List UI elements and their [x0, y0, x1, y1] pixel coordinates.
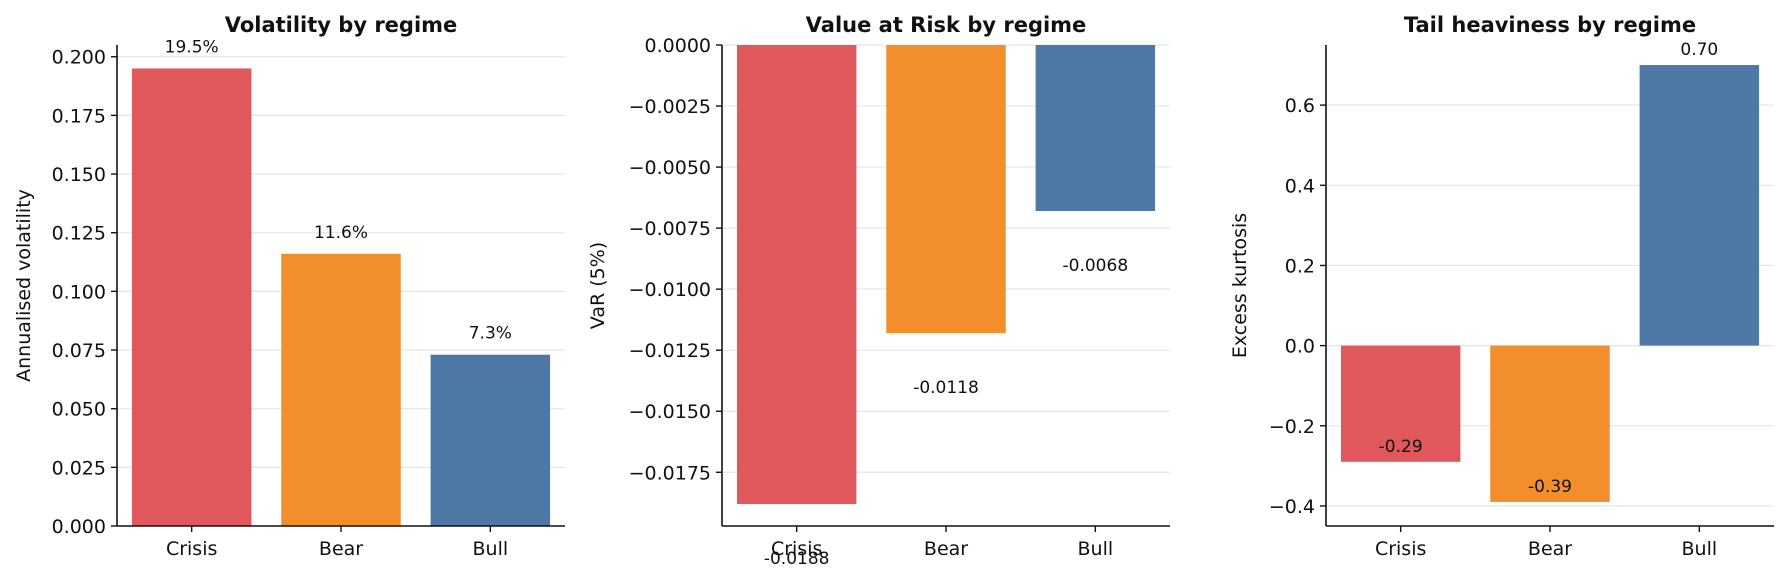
y-tick-label: 0.000 — [52, 516, 106, 538]
y-tick-label: −0.0125 — [629, 340, 711, 362]
bar-crisis — [1340, 345, 1461, 462]
y-tick-label: 0.150 — [52, 164, 106, 186]
bar-crisis — [131, 68, 252, 527]
y-tick-label: 0.4 — [1285, 175, 1315, 197]
bar-bull — [430, 354, 551, 526]
chart-title: Volatility by regime — [225, 13, 458, 37]
y-tick-label: 0.075 — [52, 340, 106, 362]
bar-crisis — [736, 45, 857, 505]
x-tick-label: Bear — [1528, 538, 1572, 560]
data-label: 0.70 — [1680, 40, 1718, 60]
x-tick-label: Crisis — [166, 538, 217, 560]
y-tick-label: 0.050 — [52, 399, 106, 421]
data-label: 11.6% — [314, 223, 368, 243]
y-tick-label: 0.125 — [52, 223, 106, 245]
y-axis-label: Annualised volatility — [13, 189, 35, 382]
data-label: -0.29 — [1379, 437, 1423, 457]
y-axis-label: Excess kurtosis — [1229, 213, 1251, 358]
x-tick-label: Crisis — [1375, 538, 1426, 560]
y-tick-label: −0.0075 — [629, 218, 711, 240]
bar-bear — [886, 45, 1006, 334]
y-tick-label: −0.0100 — [629, 279, 711, 301]
y-tick-label: −0.2 — [1269, 416, 1315, 438]
x-tick-label: Bull — [1078, 538, 1114, 560]
y-tick-label: 0.175 — [52, 105, 106, 127]
data-label: -0.0188 — [764, 549, 830, 569]
bar-bull — [1035, 45, 1156, 212]
data-label: -0.39 — [1528, 477, 1572, 497]
x-tick-label: Bull — [473, 538, 509, 560]
y-tick-label: 0.6 — [1285, 95, 1315, 117]
y-axis-label: VaR (5%) — [587, 242, 609, 329]
data-label: 19.5% — [165, 37, 219, 57]
data-label: 7.3% — [469, 324, 512, 344]
y-tick-label: −0.0025 — [629, 96, 711, 118]
x-tick-label: Bull — [1682, 538, 1718, 560]
chart-title: Tail heaviness by regime — [1404, 13, 1696, 37]
chart-title: Value at Risk by regime — [806, 13, 1087, 37]
bar-bear — [281, 253, 401, 526]
y-tick-label: −0.4 — [1269, 496, 1315, 518]
y-tick-label: 0.2 — [1285, 255, 1315, 277]
y-tick-label: 0.200 — [52, 47, 106, 69]
y-tick-label: 0.100 — [52, 281, 106, 303]
bar-bull — [1639, 65, 1760, 346]
x-tick-label: Bear — [319, 538, 363, 560]
y-tick-label: 0.0000 — [645, 35, 711, 57]
y-tick-label: 0.025 — [52, 457, 106, 479]
x-tick-label: Bear — [924, 538, 968, 560]
x-tick-label: Crisis — [771, 538, 822, 560]
bar-bear — [1490, 345, 1610, 502]
data-label: -0.0068 — [1063, 256, 1129, 276]
y-tick-label: 0.0 — [1285, 336, 1315, 358]
y-tick-label: −0.0150 — [629, 401, 711, 423]
y-tick-label: −0.0175 — [629, 462, 711, 484]
y-tick-label: −0.0050 — [629, 157, 711, 179]
data-label: -0.0118 — [913, 378, 979, 398]
